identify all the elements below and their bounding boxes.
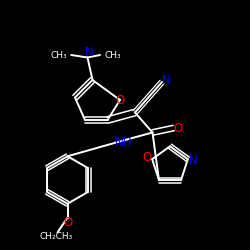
Text: NH: NH	[115, 136, 132, 149]
Text: N: N	[189, 154, 198, 167]
Text: N: N	[84, 46, 93, 59]
Text: O: O	[116, 94, 124, 106]
Text: CH₂CH₃: CH₂CH₃	[40, 232, 73, 241]
Text: CH₃: CH₃	[104, 50, 121, 59]
Text: O: O	[63, 216, 72, 228]
Text: O: O	[174, 122, 183, 134]
Text: O: O	[142, 152, 151, 164]
Text: CH₃: CH₃	[50, 50, 67, 59]
Text: N: N	[162, 74, 171, 87]
